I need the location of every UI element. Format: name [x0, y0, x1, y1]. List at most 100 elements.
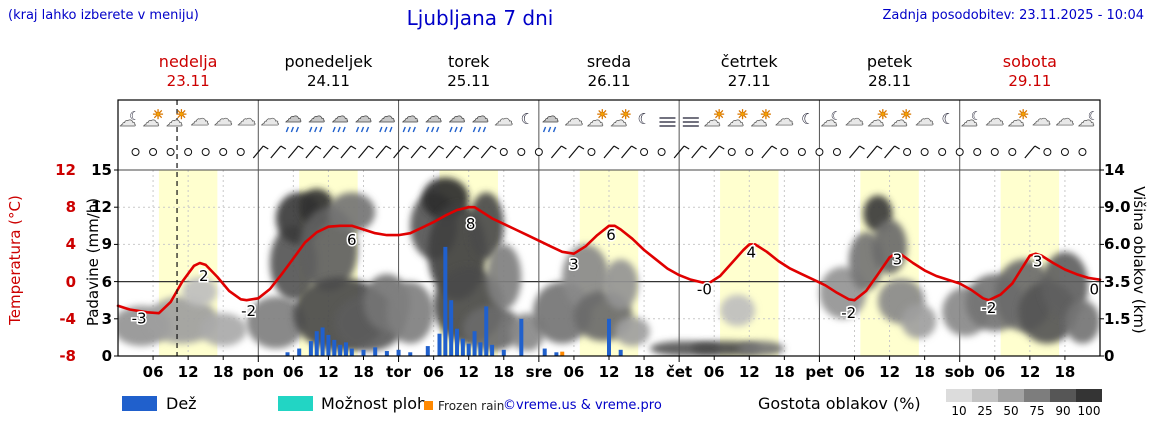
svg-text:☀: ☀: [152, 108, 164, 123]
precip-tick-15: 15: [91, 161, 112, 179]
svg-text:☁: ☁: [355, 107, 372, 127]
cloud-icon: ☁: [260, 108, 280, 131]
svg-text:8: 8: [466, 215, 476, 233]
time-tick-19: pet: [805, 363, 834, 381]
calm-wind-icon: [657, 148, 666, 156]
density-swatch-10: [946, 389, 972, 402]
svg-text:☁: ☁: [564, 108, 583, 130]
calm-wind-icon: [745, 148, 754, 156]
wind-barb-icon: [445, 145, 462, 159]
sun-cloud-icon: ☀☁: [703, 108, 725, 132]
rain-icon: ☁: [425, 107, 442, 133]
svg-text:☁: ☁: [750, 111, 767, 131]
rain-legend-swatch: [122, 396, 157, 411]
time-tick-14: 18: [633, 363, 655, 381]
precip-tick-9: 9: [101, 235, 112, 254]
svg-text:☁: ☁: [727, 111, 744, 131]
time-tick-15: čet: [665, 363, 693, 381]
svg-text:☁: ☁: [308, 107, 325, 127]
density-swatch-50: [998, 389, 1024, 402]
calm-wind-icon: [640, 148, 649, 156]
svg-text:☁: ☁: [1078, 111, 1095, 131]
time-tick-0: 06: [142, 363, 164, 381]
svg-text:☁: ☁: [961, 111, 978, 131]
svg-text:2: 2: [199, 267, 209, 285]
cloud-tick-0: 0: [1104, 347, 1115, 365]
frozen-rain-bars: [560, 351, 565, 356]
svg-text:3: 3: [1033, 253, 1043, 271]
density-num-90: 90: [1055, 404, 1071, 418]
time-tick-13: 12: [598, 363, 620, 381]
time-tick-20: 06: [844, 363, 865, 381]
svg-text:☁: ☁: [587, 111, 604, 131]
svg-text:☁: ☁: [472, 107, 489, 127]
wind-barb-icon: [603, 145, 620, 159]
wind-barb-icon: [550, 145, 567, 159]
rain-icon: ☁: [378, 107, 396, 133]
time-tick-2: 18: [212, 363, 234, 381]
menu-hint: (kraj lahko izberete v meniju): [8, 8, 199, 23]
svg-text:☁: ☁: [214, 108, 233, 130]
time-tick-17: 12: [738, 363, 760, 381]
svg-text:☁: ☁: [260, 108, 279, 130]
cloud-icon: ☁: [190, 108, 210, 131]
cloud-icon: ☁: [985, 108, 1005, 131]
calm-wind-icon: [517, 148, 526, 156]
time-tick-8: 06: [423, 363, 445, 381]
day-date-28.11: 28.11: [868, 72, 912, 90]
svg-text:☀: ☀: [176, 108, 188, 123]
svg-text:☀: ☀: [877, 108, 889, 123]
wind-barb-icon: [708, 145, 725, 159]
sun-cloud-icon: ☀☁: [727, 108, 749, 132]
calm-wind-icon: [797, 148, 806, 156]
calm-wind-icon: [587, 148, 596, 156]
wind-barb-icon: [463, 145, 480, 159]
time-tick-10: 18: [493, 363, 515, 381]
day-name-sobota: sobota: [1002, 52, 1057, 71]
svg-text:☀: ☀: [713, 108, 725, 123]
wind-barb-icon: [621, 145, 637, 159]
svg-text:☁: ☁: [378, 107, 395, 127]
svg-text:☾: ☾: [129, 109, 140, 123]
temperature-labels: -3 2 -2 6 8 3 6 -0 4 -2 3 -2 3 0: [130, 214, 1100, 329]
plot-frame: [114, 99, 1104, 362]
svg-text:-3: -3: [132, 310, 147, 328]
cloud-icon: ☁: [213, 108, 233, 131]
svg-text:☁: ☁: [402, 107, 419, 127]
cloud-icon: ☁: [845, 108, 865, 131]
time-tick-25: 12: [1019, 363, 1041, 381]
precip-tick-0: 0: [101, 347, 112, 365]
day-date-23.11: 23.11: [166, 72, 210, 90]
time-tick-9: 12: [458, 363, 480, 381]
precip-tick-12: 12: [91, 198, 112, 217]
temp-tick--8: -8: [59, 347, 76, 365]
sun-cloud-icon: ☀☁: [586, 108, 608, 132]
svg-text:☁: ☁: [610, 111, 627, 131]
precip-tick-6: 6: [101, 272, 112, 291]
calm-wind-icon: [534, 148, 543, 156]
showers-legend-label: Možnost ploh: [321, 394, 428, 413]
svg-text:☀: ☀: [760, 108, 772, 123]
sun-cloud-icon: ☀☁: [867, 108, 889, 132]
svg-text:☁: ☁: [1008, 111, 1025, 131]
wind-barb-icon: [322, 145, 339, 159]
calm-wind-icon: [201, 148, 210, 156]
precip-tick-3: 3: [101, 309, 112, 328]
svg-text:☁: ☁: [166, 111, 183, 131]
rain-icon: ☁: [355, 107, 372, 133]
svg-text:☀: ☀: [737, 108, 749, 123]
temperature-curve: [116, 205, 1102, 315]
sun-cloud-icon: ☀☁: [890, 108, 912, 132]
moon-cloud-icon: ☾☁: [820, 109, 841, 131]
credit-link[interactable]: ©vreme.us & vreme.pro: [503, 398, 662, 413]
wind-barb-icon: [480, 145, 497, 159]
calm-wind-icon: [166, 148, 175, 156]
temp-tick-8: 8: [65, 198, 76, 217]
page-title: Ljubljana 7 dni: [406, 6, 554, 30]
svg-text:☾: ☾: [637, 110, 650, 128]
cloud-icon: ☁: [564, 108, 584, 131]
rain-icon: ☁: [472, 107, 489, 133]
calm-wind-icon: [499, 148, 508, 156]
moon-cloud-icon: ☾☁: [119, 109, 140, 131]
day-name-nedelja: nedelja: [158, 52, 218, 71]
